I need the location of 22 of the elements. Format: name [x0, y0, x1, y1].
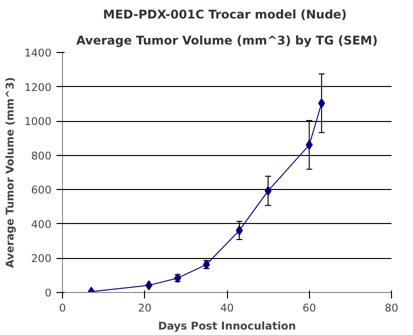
y-tick-label: 600 [31, 184, 52, 197]
point [318, 98, 326, 108]
point [306, 140, 313, 150]
y-tick-label: 200 [31, 252, 52, 266]
y-tick-label: 1200 [24, 80, 52, 94]
chart-title: MED-PDX-001C Trocar model (Nude) [103, 8, 347, 22]
y-tick-label: 400 [31, 218, 52, 231]
y-tick-label: 0 [44, 286, 52, 300]
y-tick-label: 1400 [24, 46, 52, 60]
x-tick-label: 40 [220, 302, 234, 314]
y-axis-title: Average Tumor Volume (mm^3) [3, 77, 16, 268]
y-tick-label: 800 [31, 149, 52, 162]
x-axis-title: Days Post Innoculation [158, 320, 296, 332]
x-tick-label: 60 [302, 302, 316, 314]
x-tick-label: 0 [59, 302, 66, 314]
chart-subtitle: Average Tumor Volume (mm^3) by TG (SEM) [76, 34, 378, 48]
point [236, 225, 243, 236]
point [145, 280, 152, 290]
x-tick-label: 20 [138, 302, 152, 314]
point [264, 186, 272, 196]
y-tick-label: 1000 [24, 115, 52, 128]
x-tick-label: 80 [384, 302, 398, 314]
